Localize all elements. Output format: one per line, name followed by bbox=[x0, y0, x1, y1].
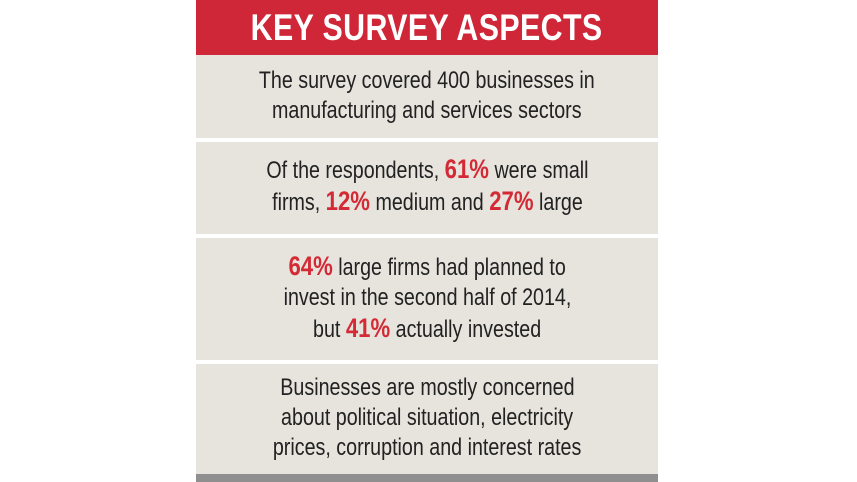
item-3-line-3-text: but bbox=[312, 316, 346, 343]
actual-investment-percent: 41% bbox=[345, 313, 391, 343]
survey-aspect-item-3: 64% large firms had planned to invest in… bbox=[196, 240, 658, 356]
item-2-line-2-text-mid: medium and bbox=[369, 189, 489, 216]
survey-aspect-item-2: Of the respondents, 61% were small firms… bbox=[196, 144, 658, 228]
item-2-line-1-text: Of the respondents, bbox=[265, 157, 445, 184]
item-3-line-3-text-end: actually invested bbox=[390, 316, 542, 343]
item-3-line-1: 64% large firms had planned to bbox=[288, 251, 565, 283]
survey-aspect-item-1: The survey covered 400 businesses in man… bbox=[196, 60, 658, 132]
item-3-line-3: but 41% actually invested bbox=[313, 313, 541, 345]
item-1-line-1: The survey covered 400 businesses in bbox=[259, 67, 595, 94]
item-1-line-2: manufacturing and services sectors bbox=[272, 97, 582, 124]
key-survey-aspects-panel: KEY SURVEY ASPECTS The survey covered 40… bbox=[196, 0, 658, 482]
small-firms-percent: 61% bbox=[444, 154, 489, 184]
item-2-line-2: firms, 12% medium and 27% large bbox=[272, 186, 583, 218]
item-3-line-1-text: large firms had planned to bbox=[332, 254, 566, 281]
item-4-line-1: Businesses are mostly concerned bbox=[279, 374, 575, 401]
divider bbox=[196, 138, 658, 142]
item-2-line-2-text-end: large bbox=[533, 189, 583, 216]
panel-title: KEY SURVEY ASPECTS bbox=[251, 6, 603, 48]
item-2-line-1: Of the respondents, 61% were small bbox=[266, 154, 588, 186]
item-4-line-3: prices, corruption and interest rates bbox=[272, 434, 582, 461]
item-2-line-2-text: firms, bbox=[271, 189, 326, 216]
item-3-line-2: invest in the second half of 2014, bbox=[283, 284, 571, 311]
survey-aspect-item-4: Businesses are mostly concerned about po… bbox=[196, 366, 658, 470]
header-bar: KEY SURVEY ASPECTS bbox=[196, 0, 658, 55]
large-firms-percent: 27% bbox=[488, 186, 534, 216]
planned-investment-percent: 64% bbox=[288, 251, 333, 281]
bottom-rule bbox=[196, 474, 658, 482]
item-4-line-2: about political situation, electricity bbox=[280, 404, 574, 431]
medium-firms-percent: 12% bbox=[325, 186, 370, 216]
divider bbox=[196, 234, 658, 238]
divider bbox=[196, 360, 658, 364]
item-2-line-1-text-end: were small bbox=[488, 157, 589, 184]
